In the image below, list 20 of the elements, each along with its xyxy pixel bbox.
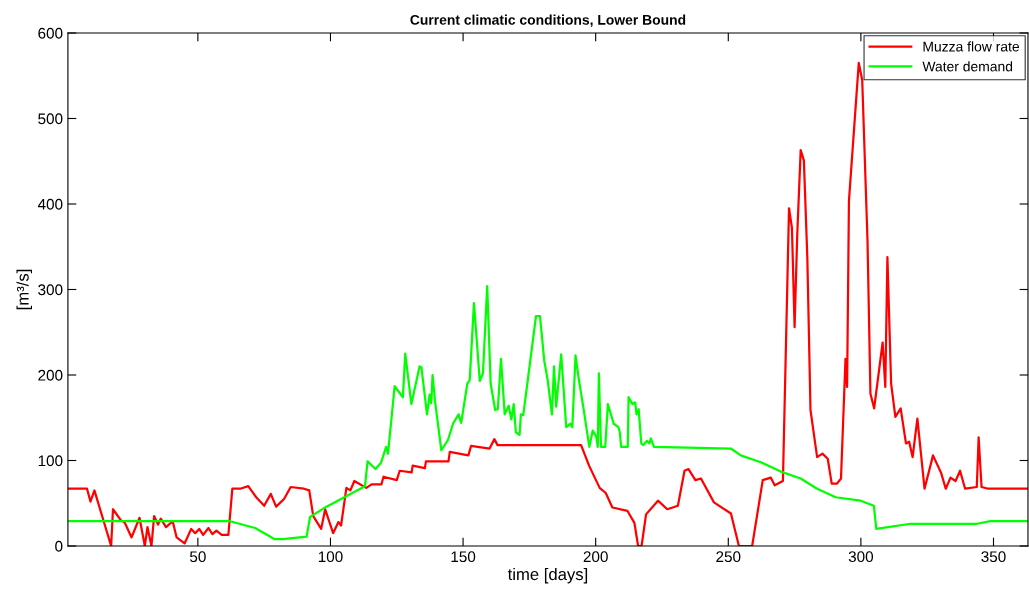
- x-axis-title: time [days]: [507, 567, 588, 584]
- y-tick-label: 300: [38, 284, 63, 296]
- legend-label: Muzza flow rate: [923, 41, 1020, 52]
- x-tick-label: 300: [848, 551, 874, 563]
- x-tick-label: 50: [189, 551, 206, 563]
- y-tick-label: 400: [37, 198, 63, 210]
- chart-title: Current climatic conditions, Lower Bound: [410, 14, 686, 27]
- x-tick-label: 150: [451, 551, 476, 563]
- y-axis-title: [m³/s]: [16, 269, 33, 310]
- x-tick-label: 250: [716, 551, 741, 563]
- x-tick-label: 200: [583, 551, 608, 563]
- y-tick-label: 600: [38, 27, 63, 39]
- line-series: [67, 284, 1028, 541]
- y-tick-label: 100: [38, 455, 63, 467]
- x-tick-label: 100: [318, 551, 343, 563]
- legend-label: Water demand: [922, 61, 1013, 72]
- y-tick-label: 0: [55, 540, 63, 552]
- x-tick-label: 350: [981, 551, 1006, 563]
- y-tick-label: 500: [38, 113, 63, 125]
- y-tick-label: 200: [38, 369, 63, 381]
